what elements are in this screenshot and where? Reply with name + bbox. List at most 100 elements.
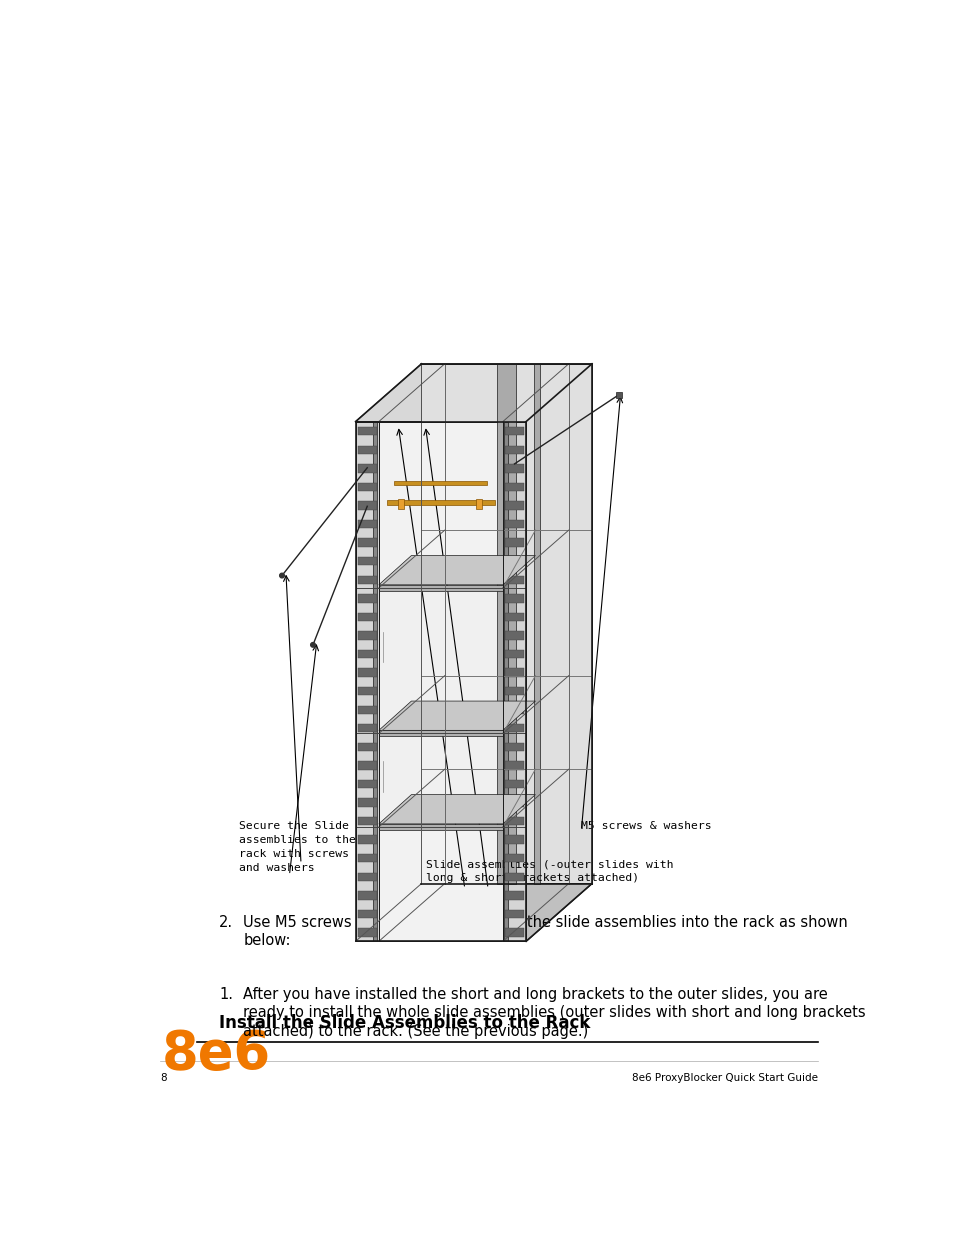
Bar <box>357 910 376 918</box>
Bar <box>505 501 523 510</box>
Bar <box>505 816 523 825</box>
Bar <box>505 483 523 492</box>
Bar <box>505 446 523 454</box>
Text: rack with screws: rack with screws <box>239 850 349 860</box>
Text: attached) to the rack. (See the previous page.): attached) to the rack. (See the previous… <box>243 1024 588 1039</box>
Bar <box>505 520 523 529</box>
Bar <box>357 464 376 473</box>
Polygon shape <box>373 421 377 941</box>
Bar <box>357 836 376 844</box>
Bar <box>505 594 523 603</box>
Bar <box>357 520 376 529</box>
Bar <box>357 538 376 547</box>
Bar <box>357 929 376 936</box>
Bar <box>505 873 523 881</box>
Text: After you have installed the short and long brackets to the outer slides, you ar: After you have installed the short and l… <box>243 987 827 1002</box>
Bar <box>505 742 523 751</box>
Text: Install the Slide Assemblies to the Rack: Install the Slide Assemblies to the Rack <box>219 1014 590 1031</box>
Bar <box>505 668 523 677</box>
Polygon shape <box>502 421 525 941</box>
Bar <box>357 446 376 454</box>
Polygon shape <box>378 794 535 824</box>
Polygon shape <box>355 364 592 421</box>
Bar <box>505 427 523 436</box>
Polygon shape <box>476 499 481 509</box>
Bar <box>357 705 376 714</box>
Polygon shape <box>378 730 502 736</box>
Bar <box>357 631 376 640</box>
Bar <box>505 892 523 899</box>
Text: and washers: and washers <box>239 863 314 873</box>
Bar <box>357 576 376 584</box>
Bar <box>357 873 376 881</box>
Text: ready to install the whole slide assemblies (outer slides with short and long br: ready to install the whole slide assembl… <box>243 1005 865 1020</box>
Polygon shape <box>355 421 378 941</box>
Text: 1.: 1. <box>219 987 233 1002</box>
Bar <box>505 798 523 806</box>
Polygon shape <box>525 364 592 941</box>
Bar <box>357 742 376 751</box>
Bar <box>357 427 376 436</box>
Text: 8e6: 8e6 <box>162 1028 271 1079</box>
Bar <box>505 761 523 769</box>
Text: Secure the Slide: Secure the Slide <box>239 821 349 831</box>
Bar <box>616 391 621 398</box>
Text: below:: below: <box>243 934 291 948</box>
Bar <box>505 929 523 936</box>
Polygon shape <box>378 701 535 730</box>
Text: Slide assemblies (-outer slides with: Slide assemblies (-outer slides with <box>426 860 673 869</box>
Polygon shape <box>421 364 592 883</box>
Bar <box>357 687 376 695</box>
Bar <box>357 501 376 510</box>
Bar <box>505 650 523 658</box>
Polygon shape <box>378 421 502 588</box>
Bar <box>357 798 376 806</box>
Bar <box>357 557 376 566</box>
Bar <box>357 483 376 492</box>
Text: 8e6 ProxyBlocker Quick Start Guide: 8e6 ProxyBlocker Quick Start Guide <box>631 1072 817 1083</box>
Text: long & short brackets attached): long & short brackets attached) <box>426 873 639 883</box>
Text: 8: 8 <box>160 1072 167 1083</box>
Bar <box>357 594 376 603</box>
Bar <box>505 836 523 844</box>
Bar <box>505 464 523 473</box>
Polygon shape <box>378 824 502 830</box>
Text: M5 screws & washers: M5 screws & washers <box>580 821 711 831</box>
Circle shape <box>311 642 315 647</box>
Bar <box>505 910 523 918</box>
Bar <box>505 631 523 640</box>
Text: Use M5 screws and washers to secure the slide assemblies into the rack as shown: Use M5 screws and washers to secure the … <box>243 915 847 930</box>
Polygon shape <box>386 500 495 505</box>
Bar <box>357 779 376 788</box>
Bar <box>357 613 376 621</box>
Polygon shape <box>378 734 502 827</box>
Polygon shape <box>355 883 592 941</box>
Bar <box>357 892 376 899</box>
Polygon shape <box>378 827 502 941</box>
Bar <box>357 668 376 677</box>
Polygon shape <box>394 480 487 485</box>
Text: assemblies to the: assemblies to the <box>239 835 355 845</box>
Bar <box>357 761 376 769</box>
Bar <box>505 613 523 621</box>
Polygon shape <box>397 499 404 509</box>
Bar <box>505 557 523 566</box>
Polygon shape <box>378 588 502 734</box>
Polygon shape <box>534 364 539 883</box>
Bar <box>357 816 376 825</box>
Bar <box>357 855 376 862</box>
Bar <box>505 705 523 714</box>
Polygon shape <box>504 421 508 941</box>
Bar <box>505 687 523 695</box>
Text: 2.: 2. <box>219 915 233 930</box>
Polygon shape <box>378 585 502 592</box>
Bar <box>505 779 523 788</box>
Bar <box>505 855 523 862</box>
Bar <box>505 576 523 584</box>
Polygon shape <box>497 364 516 883</box>
Bar <box>505 724 523 732</box>
Circle shape <box>279 573 284 578</box>
Polygon shape <box>378 556 535 585</box>
Bar <box>505 538 523 547</box>
Bar <box>357 650 376 658</box>
